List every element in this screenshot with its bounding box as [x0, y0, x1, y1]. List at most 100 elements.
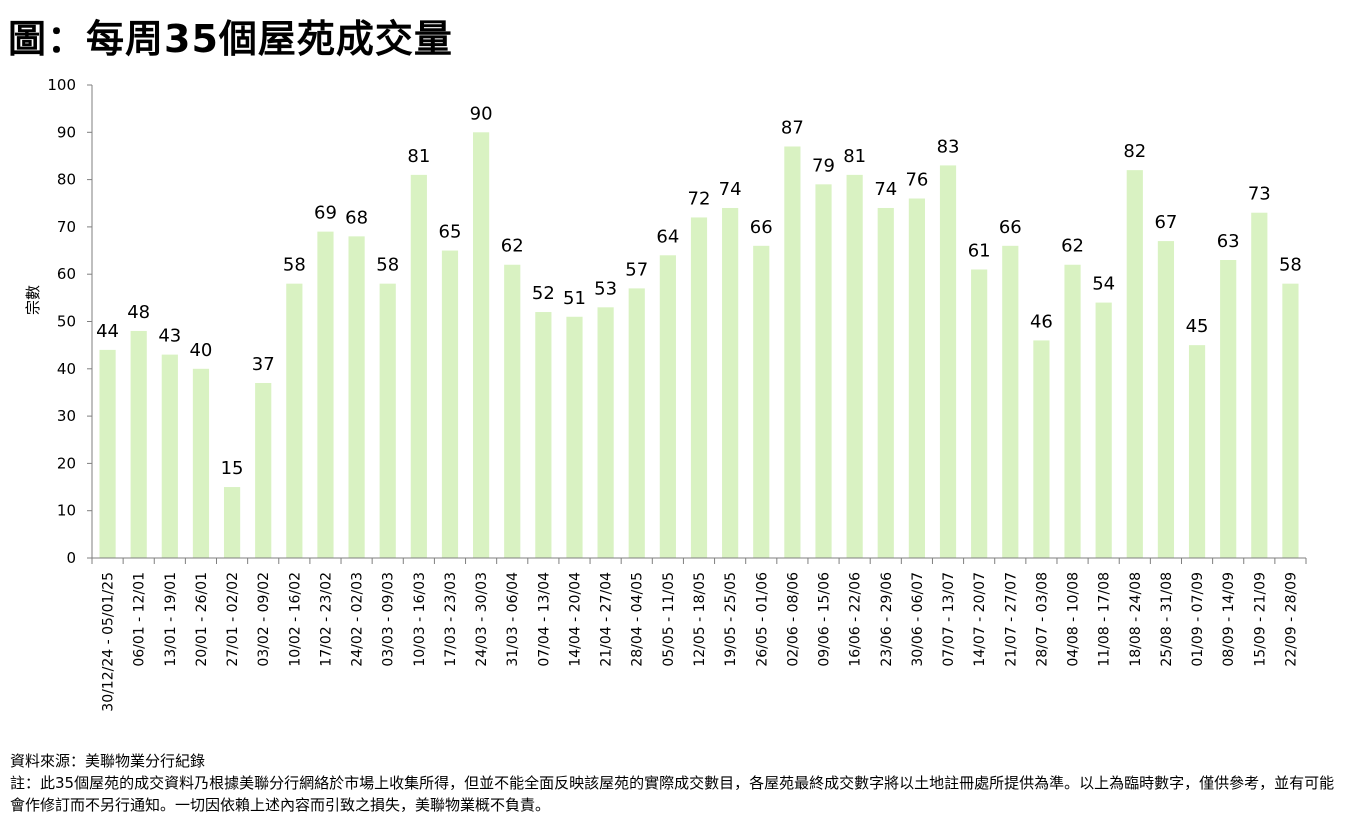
bar [784, 146, 801, 559]
bar [192, 368, 210, 558]
x-tick-label: 21/07 - 27/07 [1003, 572, 1019, 667]
data-label: 74 [719, 179, 742, 200]
x-tick-label: 12/05 - 18/05 [692, 572, 708, 667]
x-tick-label: 18/08 - 24/08 [1128, 572, 1144, 667]
x-tick-label: 31/03 - 06/04 [505, 572, 521, 667]
bar [690, 217, 708, 558]
data-label: 54 [1092, 274, 1115, 295]
x-tick-label: 24/03 - 30/03 [474, 572, 490, 667]
data-label: 40 [189, 340, 212, 361]
y-tick-label: 30 [57, 407, 76, 425]
data-label: 79 [812, 155, 835, 176]
x-tick-label: 17/02 - 23/02 [318, 572, 334, 667]
bar [99, 349, 116, 558]
data-label: 66 [750, 217, 773, 238]
x-tick-label: 07/04 - 13/04 [536, 572, 552, 667]
data-label: 65 [439, 222, 462, 243]
bar [504, 264, 521, 558]
bar [1188, 345, 1206, 558]
bar [130, 330, 147, 558]
data-label: 52 [532, 283, 555, 304]
y-tick-label: 40 [57, 360, 76, 378]
x-tick-label: 16/06 - 22/06 [848, 572, 864, 667]
data-label: 81 [407, 146, 430, 167]
bar [815, 184, 832, 558]
bar [161, 354, 178, 558]
data-label: 46 [1030, 311, 1053, 332]
x-tick-label: 10/03 - 16/03 [412, 572, 428, 667]
data-label: 58 [283, 255, 306, 276]
y-tick-label: 10 [57, 502, 76, 520]
data-label: 87 [781, 117, 804, 138]
y-tick-label: 0 [66, 549, 76, 567]
x-tick-label: 02/06 - 08/06 [785, 572, 801, 667]
x-axis: 30/12/24 - 05/01/25 06/01 - 12/01 13/01 - … [91, 557, 1307, 712]
data-label: 62 [1061, 236, 1084, 257]
y-tick-label: 50 [57, 313, 76, 331]
x-tick-label: 24/02 - 02/03 [350, 572, 366, 667]
bar [628, 288, 645, 558]
bar [1126, 170, 1143, 558]
y-tick-label: 100 [47, 76, 76, 94]
bar [1220, 260, 1237, 558]
footer: 資料來源：美聯物業分行紀錄 註：此35個屋苑的成交資料乃根據美聯分行網絡於市場上… [10, 750, 1340, 816]
bar [753, 245, 770, 558]
bar [1033, 340, 1050, 558]
bar [877, 207, 894, 559]
y-tick-label: 80 [57, 171, 76, 189]
x-tick-label: 30/06 - 06/07 [910, 572, 926, 667]
x-tick-label: 14/04 - 20/04 [567, 572, 583, 667]
data-label: 83 [937, 136, 960, 157]
bar [255, 382, 272, 558]
y-tick-label: 70 [57, 218, 76, 236]
bar [317, 231, 334, 558]
x-tick-label: 03/02 - 09/02 [256, 572, 272, 667]
x-tick-label: 15/09 - 21/09 [1252, 572, 1268, 667]
y-axis-label: 宗數 [24, 285, 42, 315]
data-label: 43 [158, 326, 181, 347]
data-label: 73 [1248, 184, 1271, 205]
y-tick-label: 20 [57, 454, 76, 472]
bar [908, 198, 925, 558]
bar [473, 132, 490, 559]
x-tick-label: 04/08 - 10/08 [1066, 572, 1082, 667]
bar [1157, 241, 1175, 558]
bar-series: 44 48 43 40 15 37 58 69 68 58 81 65 90 62 52 51 53 57 64 72… [96, 103, 1302, 559]
x-tick-label: 01/09 - 07/09 [1190, 572, 1206, 667]
data-label: 58 [1279, 255, 1302, 276]
data-label: 44 [96, 321, 119, 342]
bar [410, 174, 427, 558]
x-tick-label: 10/02 - 16/02 [287, 572, 303, 667]
x-tick-label: 22/09 - 28/09 [1283, 572, 1299, 667]
bar [1064, 264, 1081, 558]
source-note: 資料來源：美聯物業分行紀錄 [10, 752, 206, 770]
bar [286, 283, 303, 558]
x-tick-label: 27/01 - 02/02 [225, 572, 241, 667]
data-label: 66 [999, 217, 1022, 238]
data-label: 53 [594, 278, 617, 299]
data-label: 68 [345, 207, 368, 228]
x-tick-label: 03/03 - 09/03 [381, 572, 397, 667]
data-label: 63 [1217, 231, 1240, 252]
disclaimer-note: 註：此35個屋苑的成交資料乃根據美聯分行網絡於市場上收集所得，但並不能全面反映該… [10, 774, 1335, 814]
x-tick-label: 19/05 - 25/05 [723, 572, 739, 667]
y-tick-label: 90 [57, 123, 76, 141]
data-label: 51 [563, 288, 586, 309]
x-tick-label: 17/03 - 23/03 [443, 572, 459, 667]
data-label: 67 [1154, 212, 1177, 233]
bar [1095, 302, 1112, 558]
bar [441, 250, 459, 559]
y-axis: 0 10 20 30 40 50 60 70 80 90 100 [47, 76, 93, 567]
x-tick-label: 28/07 - 03/08 [1034, 572, 1050, 667]
data-label: 57 [625, 259, 648, 280]
y-tick-label: 60 [57, 265, 76, 283]
x-tick-label: 26/05 - 01/06 [754, 572, 770, 667]
x-tick-label: 11/08 - 17/08 [1097, 572, 1113, 667]
data-label: 61 [968, 240, 991, 261]
bar [659, 255, 676, 558]
data-label: 72 [688, 188, 711, 209]
x-tick-label: 28/04 - 04/05 [630, 572, 646, 667]
bar [846, 174, 863, 558]
bar [348, 236, 365, 559]
data-label: 81 [843, 146, 866, 167]
